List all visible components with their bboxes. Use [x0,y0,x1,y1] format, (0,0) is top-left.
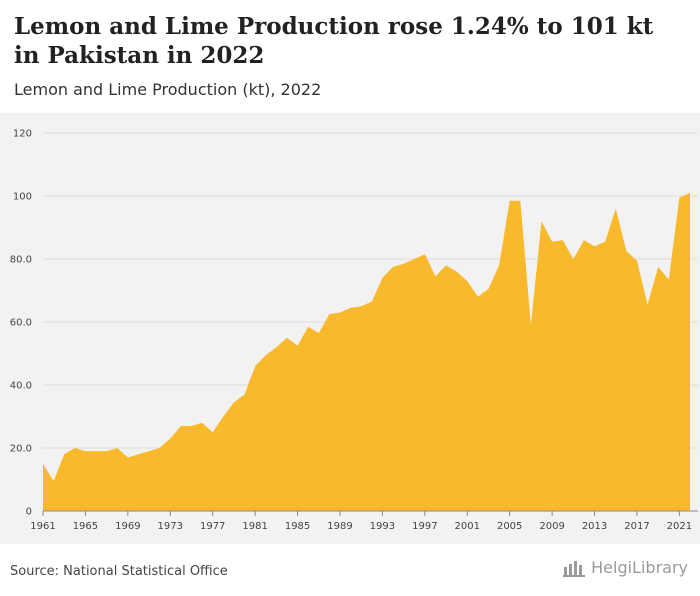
production-area-series [43,192,690,511]
x-tick-label: 1993 [370,521,395,532]
x-tick-label: 2009 [539,521,564,532]
x-tick-label: 2013 [582,521,607,532]
brand-name: HelgiLibrary [591,558,688,577]
x-tick-label: 1997 [412,521,437,532]
chart-title: Lemon and Lime Production rose 1.24% to … [14,13,654,69]
x-tick-label: 1981 [242,521,267,532]
x-tick-label: 1989 [327,521,352,532]
x-tick-label: 2021 [667,521,692,532]
source-note: Source: National Statistical Office [10,564,228,579]
y-tick-label: 120 [13,129,32,140]
area-chart: 0 20.0 40.0 60.0 80.0 100 120 1961 1965 1969 1973 1… [10,129,698,532]
chart-footer: Source: National Statistical Office Helg… [0,544,700,596]
x-tick-label: 1969 [115,521,140,532]
x-tick-label: 1985 [285,521,310,532]
y-tick-label: 60.0 [10,318,32,329]
x-tick-label: 1961 [30,521,55,532]
y-tick-label: 20.0 [10,444,32,455]
y-tick-label: 80.0 [10,255,32,266]
x-tick-label: 2001 [455,521,480,532]
y-tick-label: 40.0 [10,381,32,392]
y-tick-label: 100 [13,192,32,203]
x-tick-label: 1973 [158,521,183,532]
brand-link[interactable]: HelgiLibrary [563,558,688,577]
chart-subtitle: Lemon and Lime Production (kt), 2022 [14,80,322,99]
x-tick-label: 2005 [497,521,522,532]
helgilibrary-logo-icon [563,560,586,577]
x-tick-label: 1965 [73,521,98,532]
x-tick-label: 2017 [624,521,649,532]
y-tick-label: 0 [26,507,32,518]
chart-header: Lemon and Lime Production rose 1.24% to … [0,0,700,113]
x-tick-label: 1977 [200,521,225,532]
